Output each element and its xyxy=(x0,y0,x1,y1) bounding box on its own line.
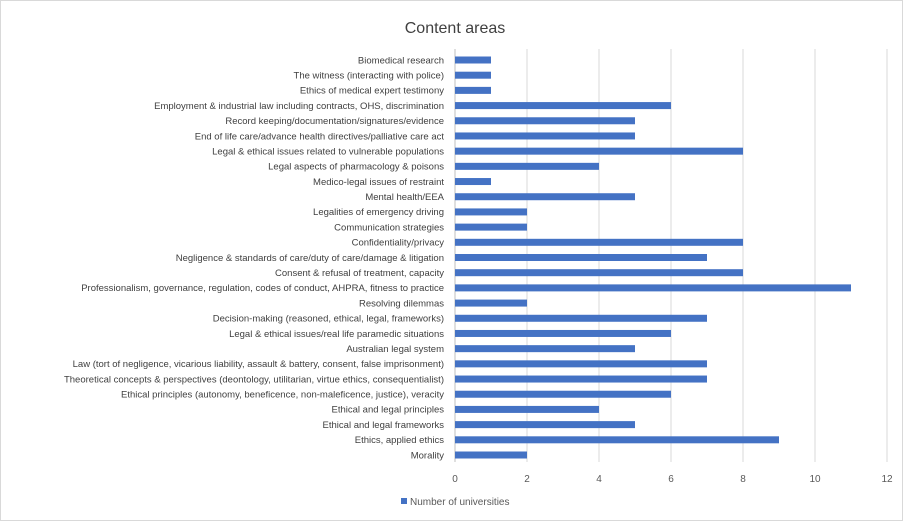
category-label: Professionalism, governance, regulation,… xyxy=(81,283,444,294)
bar xyxy=(455,375,707,383)
bar xyxy=(455,238,743,246)
category-label: Morality xyxy=(411,450,445,461)
chart-title: Content areas xyxy=(405,20,506,37)
legend-swatch xyxy=(401,498,407,504)
x-tick-labels: 0 2 4 6 8 10 12 xyxy=(452,474,893,485)
category-label: Confidentiality/privacy xyxy=(352,238,445,249)
bar xyxy=(455,284,851,292)
bar xyxy=(455,329,671,337)
bar xyxy=(455,314,707,322)
bar xyxy=(455,345,635,353)
bar xyxy=(455,102,671,110)
bar xyxy=(455,223,527,231)
category-label: Ethical principles (autonomy, beneficenc… xyxy=(121,390,444,401)
bar xyxy=(455,421,635,429)
category-label: Theoretical concepts & perspectives (deo… xyxy=(64,374,444,385)
category-label: Australian legal system xyxy=(346,344,444,355)
category-label: Resolving dilemmas xyxy=(359,298,444,309)
category-label: Legal aspects of pharmacology & poisons xyxy=(268,162,444,173)
x-tick-label: 2 xyxy=(524,474,530,485)
bar xyxy=(455,162,599,170)
category-label: Legal & ethical issues related to vulner… xyxy=(212,146,444,157)
bar xyxy=(455,132,635,140)
bar xyxy=(455,390,671,398)
legend-label: Number of universities xyxy=(410,497,509,508)
category-label: Negligence & standards of care/duty of c… xyxy=(176,253,444,264)
category-label: Communication strategies xyxy=(334,222,444,233)
x-tick-label: 0 xyxy=(452,474,458,485)
bar xyxy=(455,436,779,444)
bar xyxy=(455,71,491,79)
x-tick-label: 8 xyxy=(740,474,746,485)
category-label: Ethical and legal frameworks xyxy=(323,420,445,431)
category-label: Legalities of emergency driving xyxy=(313,207,444,218)
category-label: Ethics, applied ethics xyxy=(355,435,444,446)
bar xyxy=(455,178,491,186)
category-label: Record keeping/documentation/signatures/… xyxy=(225,116,444,127)
category-labels: Biomedical research The witness (interact… xyxy=(64,55,445,461)
bar xyxy=(455,405,599,413)
category-label: Decision-making (reasoned, ethical, lega… xyxy=(213,314,444,325)
x-tick-label: 6 xyxy=(668,474,674,485)
x-tick-label: 12 xyxy=(881,474,893,485)
legend: Number of universities xyxy=(401,497,509,508)
category-label: Biomedical research xyxy=(358,55,444,66)
bar xyxy=(455,86,491,94)
category-label: Ethics of medical expert testimony xyxy=(300,86,444,97)
category-label: End of life care/advance health directiv… xyxy=(195,131,445,142)
bar xyxy=(455,117,635,125)
category-label: Law (tort of negligence, vicarious liabi… xyxy=(73,359,444,370)
bar xyxy=(455,360,707,368)
category-label: Consent & refusal of treatment, capacity xyxy=(275,268,444,279)
bar xyxy=(455,299,527,307)
category-label: The witness (interacting with police) xyxy=(294,70,444,81)
category-label: Ethical and legal principles xyxy=(332,405,445,416)
category-label: Legal & ethical issues/real life paramed… xyxy=(229,329,444,340)
category-label: Employment & industrial law including co… xyxy=(154,101,444,112)
bar xyxy=(455,56,491,64)
x-tick-label: 4 xyxy=(596,474,602,485)
bar xyxy=(455,451,527,459)
x-tick-label: 10 xyxy=(809,474,821,485)
bar xyxy=(455,269,743,277)
bar xyxy=(455,254,707,261)
category-label: Medico-legal issues of restraint xyxy=(313,177,444,188)
bars xyxy=(455,56,851,459)
category-label: Mental health/EEA xyxy=(365,192,444,203)
bar xyxy=(455,193,635,201)
bar xyxy=(455,147,743,155)
bar xyxy=(455,208,527,216)
